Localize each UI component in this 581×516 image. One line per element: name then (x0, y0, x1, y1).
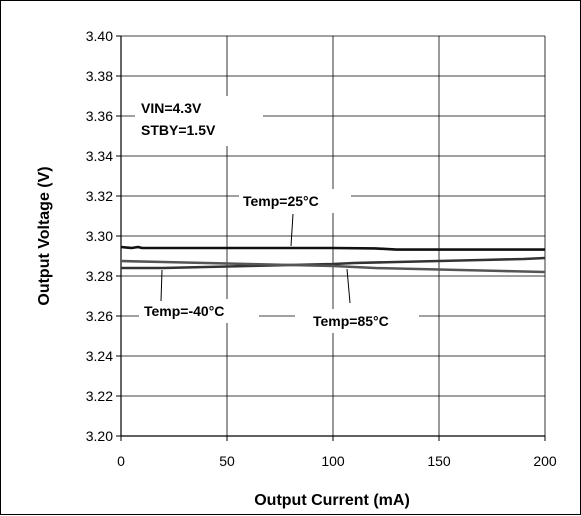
y-tick-label: 3.34 (86, 148, 113, 164)
x-tick-label: 0 (117, 453, 125, 469)
x-tick-labels: 0 50 100 150 200 (117, 453, 557, 469)
y-tick-label: 3.32 (86, 188, 113, 204)
series-lines (120, 245, 546, 274)
y-tick-label: 3.28 (86, 268, 113, 284)
y-tick-labels: 3.20 3.22 3.24 3.26 3.28 3.30 3.32 3.34 3.36 3.38… (86, 28, 113, 444)
label-bg-85c (295, 309, 419, 333)
series-label-minus40c: Temp=-40°C (144, 303, 224, 319)
condition-stby: STBY=1.5V (141, 122, 216, 138)
leader-85c (346, 268, 351, 304)
leader-25c (290, 213, 294, 247)
y-tick-label: 3.22 (86, 388, 113, 404)
leader-minus40c (160, 269, 163, 302)
axes (116, 35, 546, 441)
y-tick-label: 3.30 (86, 228, 113, 244)
label-bg-25c (239, 189, 351, 213)
x-axis-title: Output Current (mA) (254, 492, 410, 509)
x-tick-label: 150 (427, 453, 451, 469)
x-tick-label: 200 (533, 453, 557, 469)
y-tick-label: 3.40 (86, 28, 113, 44)
y-tick-label: 3.24 (86, 348, 113, 364)
y-tick-label: 3.20 (86, 428, 113, 444)
series-line-temp-85-c (120, 259, 546, 274)
label-bg-minus40c (139, 299, 259, 323)
y-tick-label: 3.36 (86, 108, 113, 124)
series-line-temp-25-c (120, 245, 545, 251)
y-tick-label: 3.26 (86, 308, 113, 324)
x-tick-label: 100 (321, 453, 345, 469)
series-label-85c: Temp=85°C (313, 313, 389, 329)
conditions-box (135, 96, 263, 146)
x-tick-label: 50 (219, 453, 235, 469)
condition-vin: VIN=4.3V (141, 100, 202, 116)
series-line-temp-40-c (121, 256, 546, 270)
y-axis-title: Output Voltage (V) (36, 166, 53, 305)
series-label-25c: Temp=25°C (243, 193, 319, 209)
y-tick-label: 3.38 (86, 68, 113, 84)
